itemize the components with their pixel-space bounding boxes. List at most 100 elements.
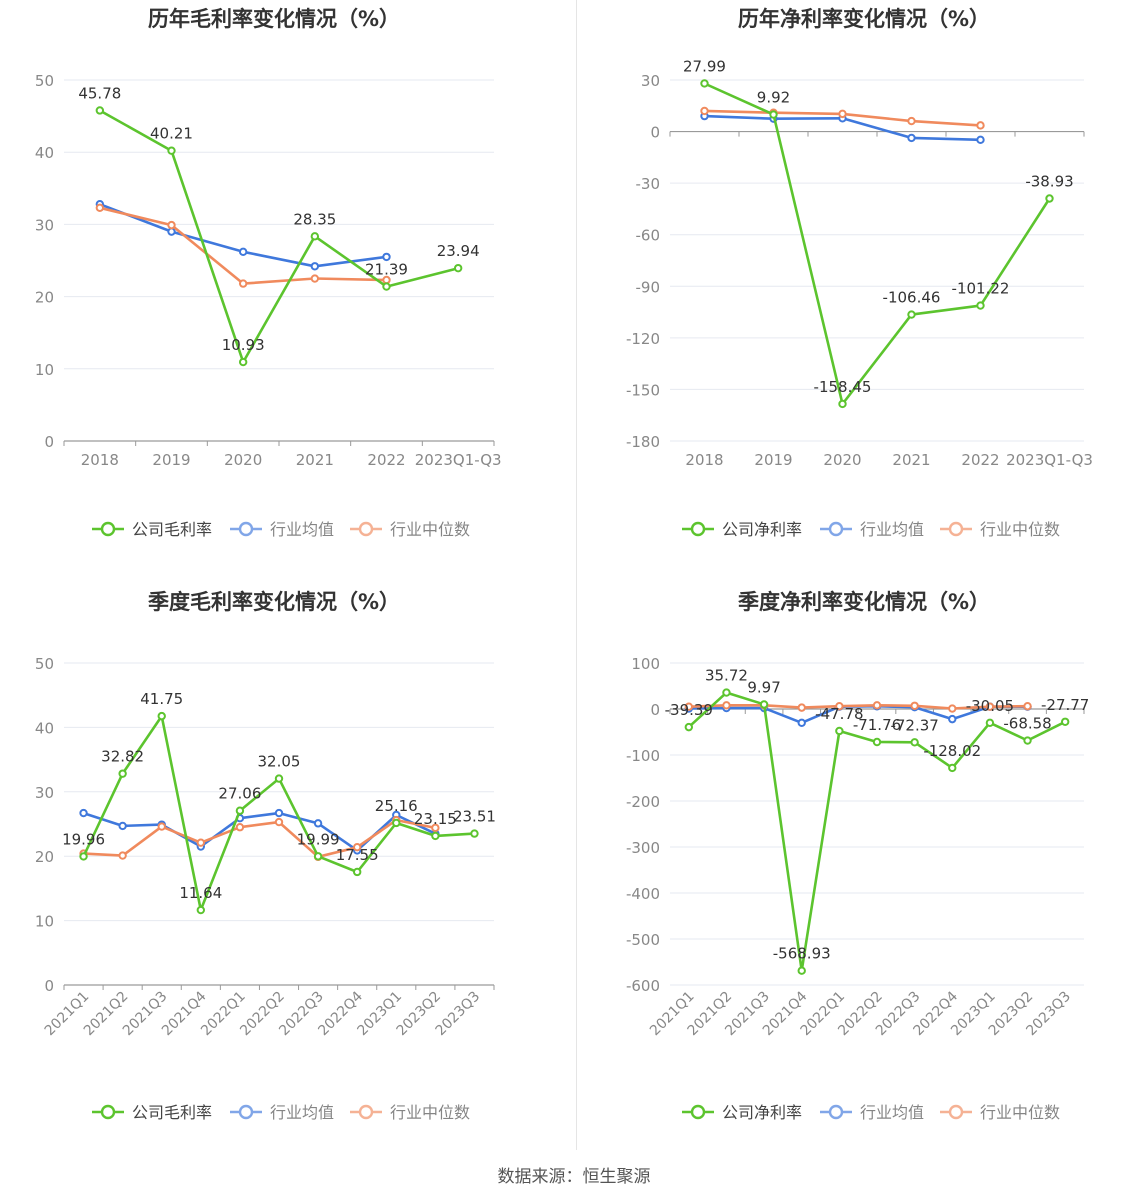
data-point-company	[167, 146, 176, 155]
data-label: -38.93	[1025, 172, 1073, 190]
data-label: 28.35	[293, 210, 336, 228]
legend-label: 行业均值	[860, 520, 924, 539]
chart-svg: 历年毛利率变化情况（%） 0 10 20 30 40 50 2018 2019 2020 2021 2…	[35, 7, 502, 539]
legend-swatch-marker	[238, 1104, 254, 1120]
y-tick-label: 0	[650, 124, 660, 142]
data-point-company	[79, 852, 88, 861]
data-point-industry_median	[238, 279, 248, 288]
data-point-industry_median	[872, 701, 882, 710]
legend-label: 行业均值	[270, 1103, 334, 1122]
data-point-industry_median	[167, 220, 176, 230]
legend-item-company: 公司毛利率	[92, 1103, 212, 1122]
y-tick-label: 0	[44, 433, 54, 451]
legend-label: 公司毛利率	[132, 520, 212, 539]
legend-item-industry_avg: 行业均值	[230, 520, 334, 539]
data-point-company	[948, 763, 957, 773]
data-point-industry_median	[352, 842, 362, 852]
data-label: 45.78	[78, 84, 121, 102]
y-tick-label: 0	[650, 701, 660, 719]
data-point-company	[95, 106, 105, 115]
legend-swatch-marker	[238, 521, 254, 537]
data-point-industry_median	[1023, 702, 1032, 711]
data-label: 23.51	[453, 808, 496, 826]
y-tick-label: -30	[636, 175, 661, 193]
data-point-industry_median	[157, 822, 166, 831]
chart-panel-quarterly-net-margin: 季度净利率变化情况（%） -600 -500 -400 -300 -200 -100 0 100…	[590, 583, 1148, 1163]
y-tick-label: 20	[35, 848, 54, 866]
chart-title: 季度净利率变化情况（%）	[738, 590, 990, 614]
y-tick-label: 0	[44, 977, 54, 995]
legend-label: 行业中位数	[390, 1103, 470, 1122]
y-tick-label: -500	[626, 931, 660, 949]
y-tick-label: 30	[35, 784, 54, 802]
y-tick-label: -150	[626, 381, 660, 399]
legend-item-industry_median: 行业中位数	[940, 1103, 1060, 1122]
y-tick-label: 50	[35, 655, 54, 673]
data-label: -68.58	[1003, 715, 1051, 733]
legend-swatch-marker	[100, 521, 116, 537]
x-tick-label: 2023Q1-Q3	[415, 451, 502, 469]
data-point-industry_median	[948, 704, 957, 713]
data-label: 25.16	[375, 797, 418, 815]
data-label: -106.46	[883, 289, 941, 307]
y-tick-label: -120	[626, 330, 660, 348]
data-label: -568.93	[773, 945, 831, 963]
data-point-company	[196, 905, 206, 915]
data-label: 32.82	[101, 748, 144, 766]
data-label: -39.39	[665, 701, 713, 719]
data-point-company	[118, 769, 127, 778]
data-point-company	[470, 829, 479, 838]
y-tick-label: 20	[35, 289, 54, 307]
data-point-industry_median	[235, 823, 245, 832]
legend-item-industry_median: 行业中位数	[940, 520, 1060, 539]
legend-label: 公司净利率	[722, 520, 802, 539]
data-point-company	[700, 79, 709, 88]
y-tick-label: -400	[626, 885, 660, 903]
data-point-company	[431, 831, 440, 841]
y-tick-label: -180	[626, 433, 660, 451]
y-tick-label: 100	[631, 655, 660, 673]
data-point-industry_avg	[310, 262, 320, 271]
data-point-industry_median	[310, 274, 320, 283]
x-tick-label: 2022	[961, 451, 999, 469]
data-point-company	[1060, 717, 1070, 726]
x-tick-label: 2021	[892, 451, 930, 469]
y-tick-label: 30	[641, 72, 660, 90]
chart-panel-quarterly-gross-margin: 季度毛利率变化情况（%） 0 10 20 30 40 50 2021Q1 2021Q2 2021Q…	[0, 583, 574, 1163]
legend-item-company: 公司净利率	[682, 520, 802, 539]
data-label: 9.92	[757, 89, 790, 107]
legend-item-industry_avg: 行业均值	[820, 520, 924, 539]
data-point-industry_median	[722, 701, 731, 710]
data-point-company	[976, 301, 985, 310]
legend-label: 行业均值	[270, 520, 334, 539]
x-tick-label: 2019	[152, 451, 190, 469]
data-label: 40.21	[150, 125, 193, 143]
data-point-industry_avg	[118, 821, 127, 831]
y-tick-label: -100	[626, 747, 660, 765]
series-line-industry_median	[688, 704, 1028, 710]
data-point-company	[352, 867, 362, 877]
legend-swatch-marker	[948, 1104, 964, 1120]
data-point-industry_avg	[948, 714, 957, 724]
data-point-industry_median	[907, 116, 916, 126]
data-point-industry_median	[431, 823, 440, 833]
data-point-company	[910, 738, 919, 747]
data-label: -128.02	[923, 742, 981, 760]
data-point-industry_median	[684, 702, 694, 711]
legend-swatch-marker	[100, 1104, 116, 1120]
legend-swatch-marker	[948, 521, 964, 537]
panel-divider	[576, 0, 577, 1150]
legend-swatch-marker	[358, 521, 374, 537]
chart-title: 季度毛利率变化情况（%）	[148, 590, 400, 614]
data-point-company	[907, 310, 916, 319]
legend-item-industry_median: 行业中位数	[350, 1103, 470, 1122]
data-point-company	[797, 966, 806, 975]
legend-swatch-marker	[358, 1104, 374, 1120]
y-tick-label: -60	[636, 227, 661, 245]
data-label: -47.78	[815, 705, 863, 723]
data-point-industry_avg	[79, 808, 88, 818]
x-tick-label: 2019	[754, 451, 792, 469]
data-label: 19.96	[62, 830, 105, 848]
legend-item-industry_median: 行业中位数	[350, 520, 470, 539]
data-point-industry_median	[910, 701, 919, 710]
